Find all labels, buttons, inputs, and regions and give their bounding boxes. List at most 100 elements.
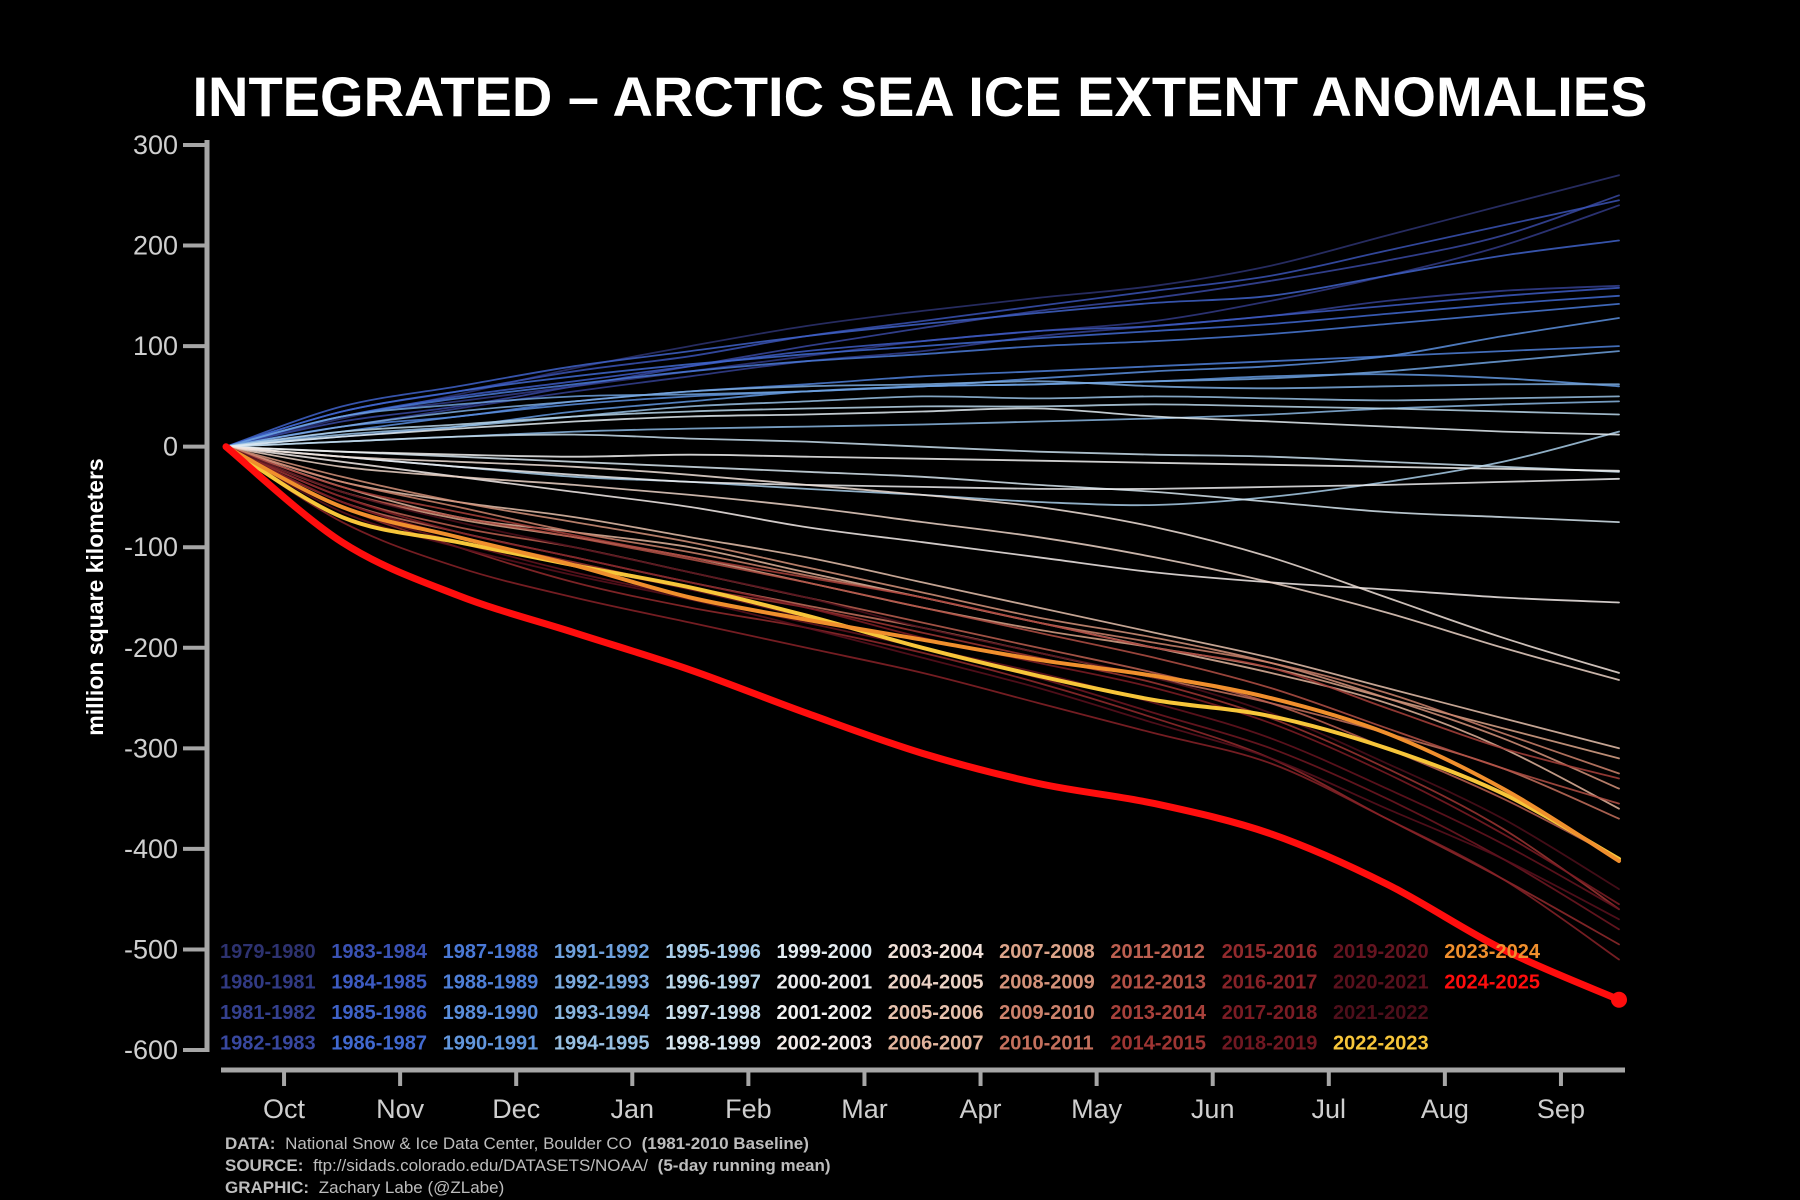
series-line-1979-1980 xyxy=(225,174,1620,448)
legend-entry-2014-2015: 2014-2015 xyxy=(1110,1033,1206,1055)
footer-data-line: DATA: National Snow & Ice Data Center, B… xyxy=(225,1134,809,1153)
legend-entry-1991-1992: 1991-1992 xyxy=(554,941,650,963)
series-line-1994-1995 xyxy=(225,395,1620,448)
footer-graphic-text: Zachary Labe (@ZLabe) xyxy=(319,1178,504,1197)
legend-entry-2007-2008: 2007-2008 xyxy=(999,941,1095,963)
legend-entry-2010-2011: 2010-2011 xyxy=(999,1033,1094,1055)
series-line-2020-2021 xyxy=(225,445,1620,921)
series-line-2013-2014 xyxy=(225,445,1620,780)
legend-entry-2016-2017: 2016-2017 xyxy=(1222,972,1318,994)
legend-entry-2006-2007: 2006-2007 xyxy=(888,1033,984,1055)
legend-entry-2021-2022: 2021-2022 xyxy=(1333,1002,1429,1024)
y-axis-label: million square kilometers xyxy=(82,458,108,735)
legend-entry-2017-2018: 2017-2018 xyxy=(1222,1002,1318,1024)
footer-data-label: DATA: xyxy=(225,1134,275,1153)
series-line-2001-2002 xyxy=(225,445,1620,472)
legend-entry-1992-1993: 1992-1993 xyxy=(554,972,650,994)
legend-entry-2012-2013: 2012-2013 xyxy=(1110,972,1206,994)
x-tick-label: Mar xyxy=(841,1094,888,1124)
x-tick-label: Jul xyxy=(1312,1094,1347,1124)
series-line-1982-1983 xyxy=(225,194,1620,448)
series-line-1986-1987 xyxy=(225,294,1620,448)
x-tick-label: Apr xyxy=(960,1094,1002,1124)
legend-entry-2023-2024: 2023-2024 xyxy=(1444,941,1541,963)
legend-entry-1985-1986: 1985-1986 xyxy=(331,1002,427,1024)
legend-entry-2013-2014: 2013-2014 xyxy=(1110,1002,1207,1024)
y-tick-label: 0 xyxy=(163,432,178,462)
series-line-2002-2003 xyxy=(225,445,1620,604)
legend-entry-1980-1981: 1980-1981 xyxy=(220,972,316,994)
series-line-2003-2004 xyxy=(225,445,1620,674)
legend-entry-1999-2000: 1999-2000 xyxy=(777,941,873,963)
series-line-2021-2022 xyxy=(225,445,1620,890)
legend-entry-2015-2016: 2015-2016 xyxy=(1222,941,1318,963)
legend-entry-1988-1989: 1988-1989 xyxy=(443,972,539,994)
y-tick-label: -100 xyxy=(124,532,178,562)
x-tick-label: Oct xyxy=(263,1094,306,1124)
series-line-1991-1992 xyxy=(225,350,1620,448)
y-tick-label: -500 xyxy=(124,934,178,964)
y-tick-label: 300 xyxy=(133,130,178,160)
end-marker-2024-2025 xyxy=(1611,991,1627,1008)
legend-entry-2000-2001: 2000-2001 xyxy=(777,972,873,994)
series-line-1980-1981 xyxy=(225,204,1620,448)
series-line-2000-2001 xyxy=(225,445,1620,491)
y-tick-label: -400 xyxy=(124,834,178,864)
legend-entry-2005-2006: 2005-2006 xyxy=(888,1002,984,1024)
legend: 1979-1980 1980-1981 1981-1982 1982-1983 1983… xyxy=(220,941,1541,1055)
legend-entry-2019-2020: 2019-2020 xyxy=(1333,941,1429,963)
series-lines xyxy=(222,174,1627,1008)
legend-entry-1993-1994: 1993-1994 xyxy=(554,1002,651,1024)
x-tick-label: May xyxy=(1071,1094,1123,1124)
y-tick-label: -200 xyxy=(124,633,178,663)
legend-entry-1989-1990: 1989-1990 xyxy=(443,1002,539,1024)
legend-entry-1982-1983: 1982-1983 xyxy=(220,1033,316,1055)
series-line-1998-1999 xyxy=(225,445,1620,523)
footer-data-text: National Snow & Ice Data Center, Boulder… xyxy=(285,1134,632,1153)
legend-entry-2002-2003: 2002-2003 xyxy=(777,1033,873,1055)
series-line-2012-2013 xyxy=(225,445,1620,805)
legend-entry-1990-1991: 1990-1991 xyxy=(443,1033,539,1055)
legend-entry-2001-2002: 2001-2002 xyxy=(777,1002,873,1024)
series-line-2004-2005 xyxy=(225,445,1620,681)
y-tick-label: -300 xyxy=(124,733,178,763)
footer-source-label: SOURCE: xyxy=(225,1156,303,1175)
legend-entry-2003-2004: 2003-2004 xyxy=(888,941,985,963)
legend-entry-1983-1984: 1983-1984 xyxy=(331,941,428,963)
footer-graphic-line: GRAPHIC: Zachary Labe (@ZLabe) xyxy=(225,1178,504,1197)
legend-entry-1996-1997: 1996-1997 xyxy=(665,972,761,994)
y-tick-label: 100 xyxy=(133,331,178,361)
series-line-1999-2000 xyxy=(225,407,1620,448)
series-line-1987-1988 xyxy=(225,303,1620,448)
x-tick-label: Jan xyxy=(611,1094,655,1124)
y-tick-label: 200 xyxy=(133,231,178,261)
legend-entry-2011-2012: 2011-2012 xyxy=(1110,941,1205,963)
footer-source-text: ftp://sidads.colorado.edu/DATASETS/NOAA/ xyxy=(313,1156,648,1175)
series-line-2016-2017 xyxy=(225,445,1620,961)
series-line-1997-1998 xyxy=(225,433,1620,473)
series-line-2008-2009 xyxy=(225,445,1620,790)
legend-entry-1995-1996: 1995-1996 xyxy=(665,941,761,963)
footer-source-note: (5-day running mean) xyxy=(658,1156,831,1175)
legend-entry-1986-1987: 1986-1987 xyxy=(331,1033,427,1055)
series-line-1992-1993 xyxy=(225,380,1620,448)
legend-entry-2008-2009: 2008-2009 xyxy=(999,972,1095,994)
x-tick-label: Sep xyxy=(1537,1094,1585,1124)
legend-entry-1994-1995: 1994-1995 xyxy=(554,1033,650,1055)
series-line-2023-2024 xyxy=(224,444,1621,863)
footer-source-line: SOURCE: ftp://sidads.colorado.edu/DATASE… xyxy=(225,1156,831,1175)
footer-data-note: (1981-2010 Baseline) xyxy=(642,1134,809,1153)
footer-graphic-label: GRAPHIC: xyxy=(225,1178,309,1197)
series-line-2024-2025 xyxy=(222,443,1623,1004)
x-tick-label: Nov xyxy=(376,1094,425,1124)
legend-entry-2004-2005: 2004-2005 xyxy=(888,972,984,994)
series-line-1996-1997 xyxy=(225,403,1620,448)
legend-entry-2024-2025: 2024-2025 xyxy=(1444,972,1540,994)
chart-title: INTEGRATED – ARCTIC SEA ICE EXTENT ANOMA… xyxy=(192,65,1647,128)
legend-entry-1979-1980: 1979-1980 xyxy=(220,941,316,963)
legend-entry-1984-1985: 1984-1985 xyxy=(331,972,427,994)
legend-entry-1987-1988: 1987-1988 xyxy=(443,941,539,963)
legend-entry-1997-1998: 1997-1998 xyxy=(665,1002,761,1024)
